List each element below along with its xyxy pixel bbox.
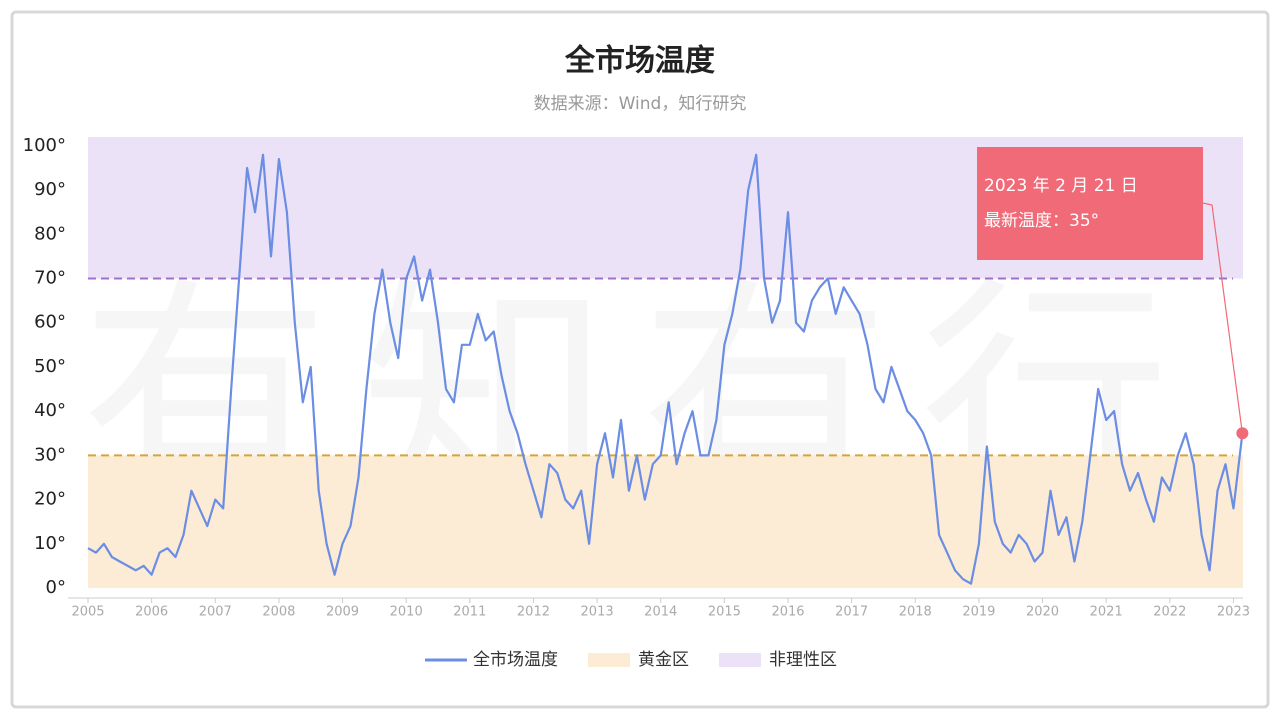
x-tick-label: 2018 — [899, 605, 932, 620]
x-tick-label: 2006 — [135, 605, 168, 620]
y-tick-label: 80° — [34, 223, 66, 244]
x-tick-label: 2021 — [1090, 605, 1123, 620]
chart-title: 全市场温度 — [564, 44, 715, 79]
x-tick-label: 2022 — [1153, 605, 1186, 620]
band — [88, 455, 1243, 588]
y-tick-label: 90° — [34, 179, 66, 200]
y-tick-label: 20° — [34, 489, 66, 510]
legend-label: 全市场温度 — [473, 650, 558, 670]
legend-swatch — [588, 653, 630, 667]
chart-subtitle: 数据来源：Wind，知行研究 — [534, 94, 747, 114]
annotation-label: 最新温度：35° — [984, 211, 1099, 231]
x-tick-label: 2019 — [962, 605, 995, 620]
x-tick-label: 2008 — [262, 605, 295, 620]
y-tick-label: 70° — [34, 267, 66, 288]
y-tick-label: 10° — [34, 533, 66, 554]
y-tick-label: 100° — [23, 135, 66, 156]
annotation-box — [977, 147, 1203, 260]
x-tick-label: 2012 — [517, 605, 550, 620]
y-tick-label: 50° — [34, 356, 66, 377]
x-tick-label: 2020 — [1026, 605, 1059, 620]
x-tick-label: 2015 — [708, 605, 741, 620]
x-tick-label: 2016 — [771, 605, 804, 620]
x-tick-label: 2023 — [1217, 605, 1250, 620]
y-tick-label: 0° — [46, 577, 66, 598]
legend-swatch — [719, 653, 761, 667]
series-line — [87, 153, 1244, 585]
x-tick-label: 2014 — [644, 605, 677, 620]
y-tick-label: 60° — [34, 312, 66, 333]
y-tick-label: 40° — [34, 400, 66, 421]
legend-label: 非理性区 — [769, 650, 837, 670]
annotation-date: 2023 年 2 月 21 日 — [984, 176, 1138, 196]
x-tick-label: 2017 — [835, 605, 868, 620]
x-tick-label: 2013 — [581, 605, 614, 620]
x-tick-label: 2011 — [453, 605, 486, 620]
x-tick-label: 2010 — [390, 605, 423, 620]
x-tick-label: 2009 — [326, 605, 359, 620]
legend-label: 黄金区 — [638, 650, 689, 670]
y-tick-label: 30° — [34, 444, 66, 465]
annotation-leader — [1202, 202, 1243, 434]
x-tick-label: 2005 — [71, 605, 104, 620]
x-tick-label: 2007 — [199, 605, 232, 620]
annotation-point — [1236, 427, 1249, 440]
